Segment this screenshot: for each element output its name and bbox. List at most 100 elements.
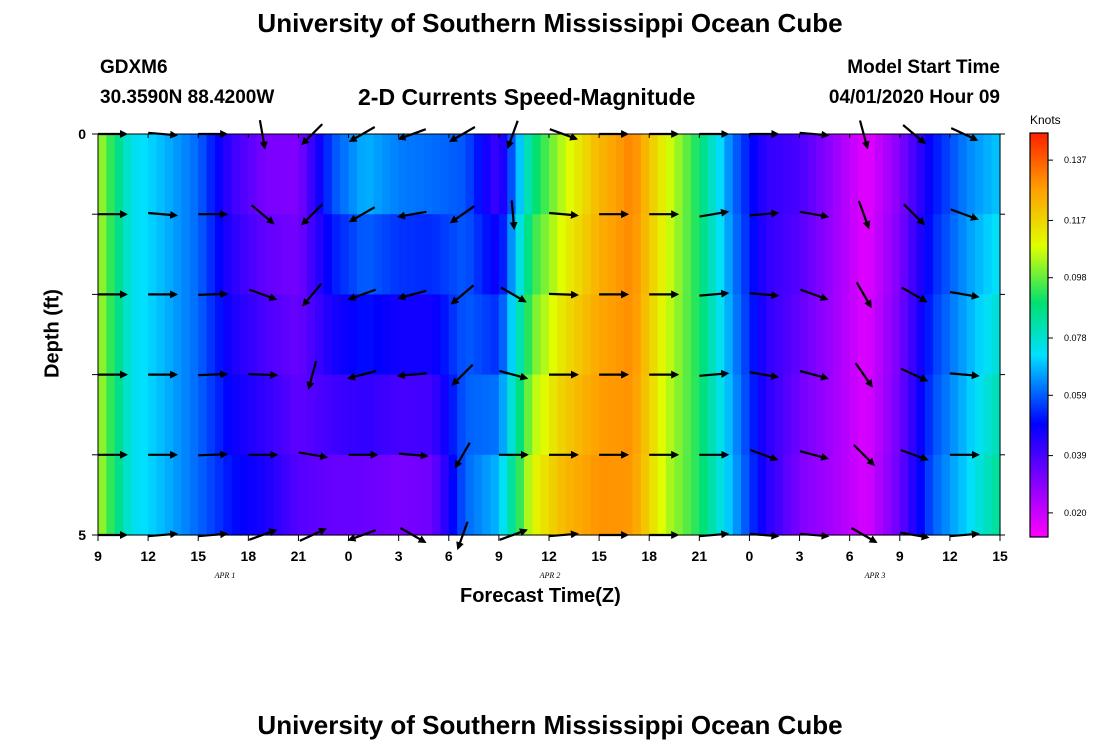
heatmap-cell: [256, 134, 266, 215]
heatmap-cell: [782, 134, 792, 215]
heatmap-cell: [741, 134, 751, 215]
heatmap-cell: [640, 374, 650, 456]
heatmap-cell: [649, 454, 659, 536]
heatmap-cell: [933, 294, 943, 376]
heatmap-cell: [716, 214, 725, 295]
heatmap-cell: [707, 454, 717, 536]
heatmap-cell: [381, 454, 391, 536]
heatmap-cell: [106, 374, 116, 456]
heatmap-cell: [690, 294, 700, 376]
heatmap-cell: [632, 294, 642, 376]
heatmap-cell: [123, 374, 133, 456]
heatmap-cell: [148, 374, 158, 456]
heatmap-cell: [874, 374, 884, 456]
heatmap-cell: [223, 374, 233, 456]
x-tick-label: 9: [495, 548, 503, 564]
heatmap-cell: [365, 454, 375, 536]
heatmap-cell: [565, 214, 575, 295]
heatmap-cell: [373, 294, 383, 376]
heatmap-cell: [991, 214, 1001, 295]
heatmap-cell: [774, 134, 784, 215]
current-vector-arrow: [699, 289, 730, 298]
heatmap-cell: [549, 134, 558, 215]
current-vector-arrow: [248, 370, 279, 379]
heatmap-cell: [315, 294, 325, 376]
heatmap-cell: [156, 214, 166, 295]
heatmap-cell: [398, 294, 408, 376]
heatmap-cell: [348, 294, 358, 376]
heatmap-cell: [841, 374, 851, 456]
heatmap-cell: [248, 294, 258, 376]
heatmap-cell: [131, 134, 141, 215]
heatmap-cell: [824, 214, 834, 295]
heatmap-cell: [131, 454, 141, 536]
heatmap-cell: [490, 454, 500, 536]
heatmap-cell: [682, 374, 692, 456]
heatmap-cell: [933, 374, 943, 456]
heatmap-cell: [173, 294, 183, 376]
heatmap-cell: [665, 374, 675, 456]
heatmap-cell: [139, 134, 149, 215]
heatmap-cell: [690, 454, 700, 536]
heatmap-cell: [114, 454, 124, 536]
heatmap-cell: [549, 294, 558, 376]
heatmap-cell: [657, 214, 667, 295]
heatmap-cell: [265, 374, 274, 456]
heatmap-cell: [432, 214, 442, 295]
heatmap-cell: [624, 214, 634, 295]
heatmap-cell: [465, 134, 475, 215]
heatmap-cell: [248, 134, 258, 215]
heatmap-cell: [457, 374, 467, 456]
heatmap-cell: [340, 214, 350, 295]
heatmap-cell: [782, 374, 792, 456]
heatmap-cell: [615, 294, 625, 376]
heatmap-cell: [198, 374, 208, 456]
heatmap-cell: [557, 294, 567, 376]
heatmap-cell: [874, 134, 884, 215]
heatmap-cell: [323, 214, 333, 295]
current-vector-arrow: [949, 371, 980, 380]
heatmap-cell: [624, 134, 634, 215]
heatmap-cell: [148, 454, 158, 536]
heatmap-cell: [231, 214, 241, 295]
current-vector-arrow: [699, 369, 730, 378]
page-title-top: University of Southern Mississippi Ocean…: [257, 8, 843, 38]
x-axis: 9 12 15 18 21 0 3 6 9 12 15 18 21 0 3 6 9 12 15 APR 1 APR 2 A…: [94, 134, 1008, 580]
heatmap-cell: [716, 374, 725, 456]
heatmap-cell: [991, 374, 1001, 456]
x-tick-label: 12: [541, 548, 557, 564]
heatmap-cell: [824, 374, 834, 456]
heatmap-cell: [515, 374, 525, 456]
page-title-bottom: University of Southern Mississippi Ocean…: [257, 710, 843, 740]
heatmap-cell: [390, 374, 400, 456]
y-tick-label: 0: [78, 126, 86, 142]
heatmap-cell: [908, 374, 918, 456]
heatmap-cell: [807, 294, 817, 376]
heatmap-cell: [348, 134, 358, 215]
heatmap-cell: [206, 134, 216, 215]
heatmap-cell: [816, 214, 826, 295]
heatmap-cell: [807, 454, 817, 536]
heatmap-cell: [164, 294, 174, 376]
heatmap-cell: [407, 294, 416, 376]
heatmap-cell: [432, 454, 442, 536]
heatmap-cell: [590, 134, 600, 215]
heatmap-cell: [782, 294, 792, 376]
heatmap-cell: [356, 294, 366, 376]
heatmap-cell: [657, 294, 667, 376]
heatmap-cell: [899, 454, 909, 536]
heatmap-cell: [624, 374, 634, 456]
heatmap-cell: [807, 214, 817, 295]
heatmap-cell: [582, 374, 592, 456]
current-vector-arrow: [198, 450, 229, 459]
heatmap-cell: [532, 214, 542, 295]
heatmap-cell: [916, 214, 926, 295]
heatmap-cell: [114, 374, 124, 456]
current-vector-arrow: [248, 288, 278, 301]
heatmap-cell: [473, 214, 483, 295]
colorbar-tick-label: 0.078: [1064, 333, 1087, 343]
heatmap-cell: [774, 454, 784, 536]
current-vector-arrow: [396, 371, 427, 380]
heatmap-cell: [991, 134, 1001, 215]
heatmap-cell: [816, 454, 826, 536]
